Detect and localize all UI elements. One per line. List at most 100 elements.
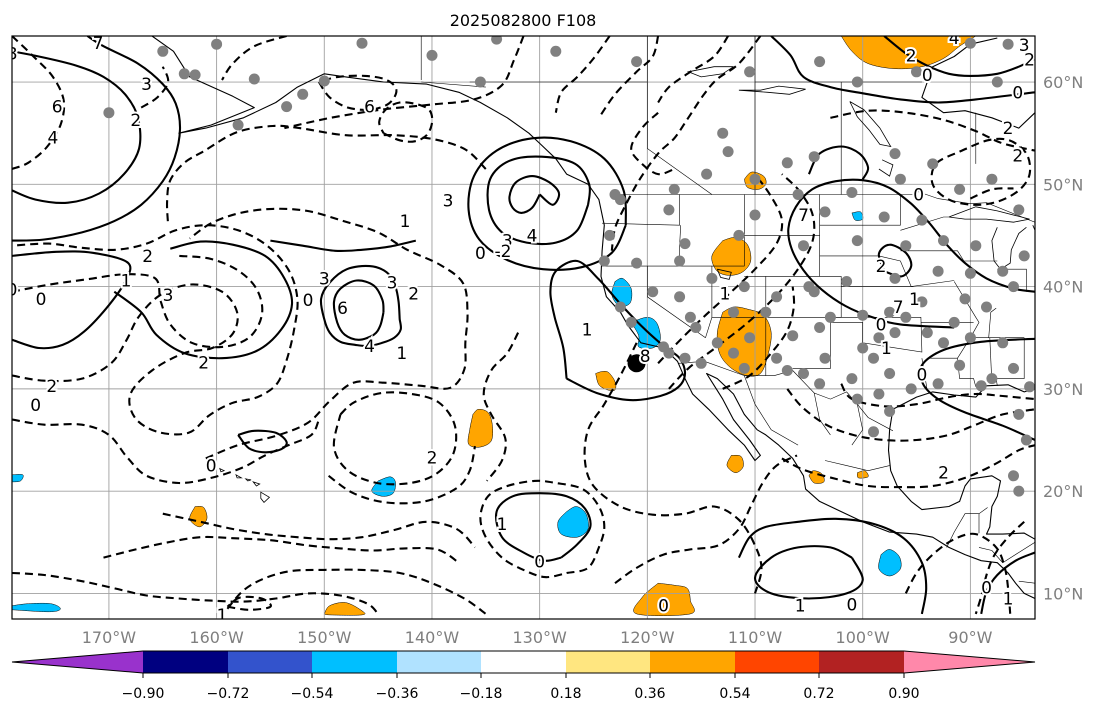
coastline [892,384,1035,410]
station-dot [921,327,933,339]
contour-label: 2 [408,285,419,305]
political-border [851,404,864,446]
lake-outline [948,206,1030,223]
contour-solid [113,240,294,360]
station-dot [970,240,982,252]
station-dot [738,362,750,374]
station-dot [846,373,858,385]
contour-label: 2 [427,448,438,468]
contour-label: 0 [922,66,933,86]
contour-dashed [165,124,487,226]
station-dot [824,311,836,323]
contour-dashed [840,383,1035,408]
station-dot [894,173,906,185]
contour-solid [877,243,913,278]
contour-dashed [140,66,170,109]
station-dot [781,157,793,169]
political-border [647,266,706,338]
station-dot [598,255,610,267]
station-dot [889,327,901,339]
longitude-label: 120°W [620,628,675,647]
longitude-label: 150°W [297,628,352,647]
station-dot [948,316,960,328]
colorbar-segment [566,651,650,673]
contour-label: 3 [163,286,174,306]
contour-dashed [668,173,816,390]
station-dot [706,272,718,284]
political-border [819,194,901,226]
lake-outline [849,101,892,148]
station-dot [550,45,562,57]
station-dot [426,49,438,61]
lake-outline [991,226,1027,270]
shaded-region [323,602,366,616]
contour-label: 2 [938,464,949,484]
longitude-label: 110°W [728,628,783,647]
island-outline [252,481,261,487]
contour-dashed [598,36,660,119]
station-dot [103,107,115,119]
station-dot [1013,204,1025,216]
colorbar-segment [143,651,228,673]
map-frame [11,35,1036,620]
station-dot [819,206,831,218]
station-dot [663,347,675,359]
station-dot [997,265,1009,277]
coastline [1034,40,1035,42]
shaded-region [12,602,61,613]
contour-label: 3 [141,75,152,95]
station-dot [749,209,761,221]
station-dot [954,359,966,371]
contour-label: 1 [881,339,892,359]
shaded-region [467,408,493,448]
political-border [744,375,799,446]
station-dot [178,68,190,80]
station-dot [614,194,626,206]
contour-solid [270,239,417,253]
station-dot [916,296,928,308]
contour-dashed [974,521,1025,615]
contour-label: 0 [534,553,545,573]
contour-label: 2 [46,377,57,397]
lake-outline [686,66,734,78]
contour-dashed [327,445,477,505]
contour-label: 0 [30,396,41,416]
station-dot [986,373,998,385]
contour-label: 0 [1012,83,1023,103]
contour-label: 0 [475,244,486,264]
station-dot [884,405,896,417]
station-dot [991,76,1003,88]
contour-label: 1 [909,290,920,310]
station-dot [679,352,691,364]
island-outline [260,491,271,503]
station-dot [900,311,912,323]
political-border [824,460,890,472]
coastline [887,409,1035,540]
contour-label: 8 [640,347,651,367]
island-outline [235,473,243,479]
contour-label: 7 [798,206,809,226]
contour-label: 7 [893,298,904,318]
contour-label: 3 [387,274,398,294]
station-dot [857,309,869,321]
latitude-label: 20°N [1043,482,1083,501]
map-title: 2025082800 F108 [450,11,597,30]
station-dot [157,45,169,57]
station-dot [787,330,799,342]
station-dot [851,393,863,405]
contour-solid [549,259,687,402]
station-dot [232,119,244,131]
station-dot [889,148,901,160]
coastline [921,37,1035,129]
station-dot [728,347,739,359]
contour-solid [332,279,385,341]
station-dot [997,337,1009,349]
contour-label: 2 [1003,119,1014,139]
political-border [647,82,713,195]
colorbar-segment [312,651,397,673]
contour-dashed [482,332,520,482]
contour-solid [237,429,288,454]
station-dot [884,368,896,379]
